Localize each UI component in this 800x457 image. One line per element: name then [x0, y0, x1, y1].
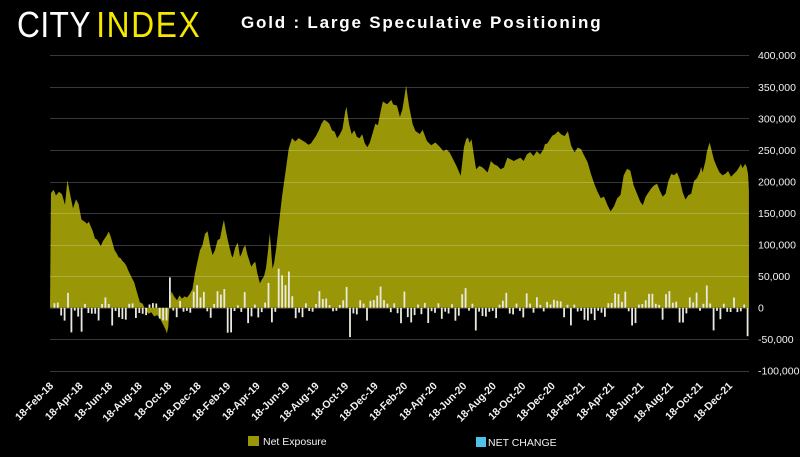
svg-text:NET CHANGE: NET CHANGE [488, 437, 557, 449]
svg-text:0: 0 [758, 303, 764, 315]
svg-text:350,000: 350,000 [758, 82, 796, 94]
svg-text:50,000: 50,000 [758, 271, 790, 283]
svg-text:100,000: 100,000 [758, 240, 796, 252]
svg-text:-100,000: -100,000 [758, 366, 800, 378]
svg-text:200,000: 200,000 [758, 176, 796, 188]
svg-text:300,000: 300,000 [758, 113, 796, 125]
svg-text:250,000: 250,000 [758, 145, 796, 157]
svg-text:400,000: 400,000 [758, 50, 796, 62]
svg-text:Net Exposure: Net Exposure [263, 436, 327, 448]
svg-text:150,000: 150,000 [758, 208, 796, 220]
svg-text:-50,000: -50,000 [758, 334, 794, 346]
